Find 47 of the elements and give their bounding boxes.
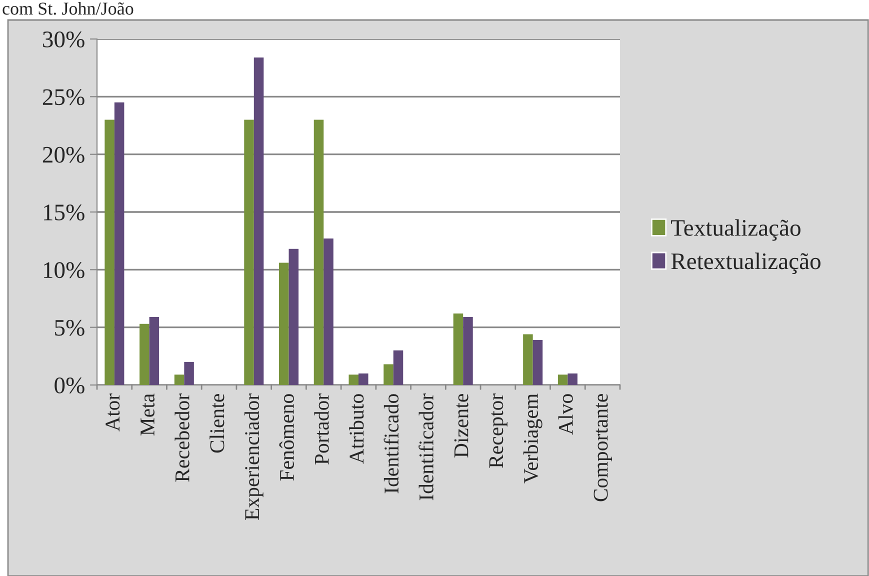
- text: com St. John/João: [2, 2, 134, 15]
- x-tick-label: Verbiagem: [523, 394, 542, 484]
- x-tick-label: Comportante: [594, 394, 612, 502]
- x-tick-label: Portador: [314, 394, 329, 464]
- bar: [358, 373, 368, 385]
- bar: [348, 374, 358, 385]
- x-tick-label: Identificado: [384, 394, 399, 494]
- bar: [558, 374, 568, 385]
- y-tick-label: 20%: [42, 146, 84, 163]
- x-tick-label: Atributo: [349, 394, 364, 464]
- x-tick-label: Alvo: [558, 394, 573, 435]
- bar: [393, 350, 404, 385]
- x-tick-label: Cliente: [210, 394, 224, 453]
- bar: [244, 120, 254, 385]
- bar: [324, 238, 334, 385]
- bar: [384, 364, 394, 385]
- bar: [184, 362, 194, 385]
- bar: [279, 262, 289, 385]
- bar: [532, 340, 543, 385]
- bar: [453, 313, 464, 385]
- bar: [288, 248, 299, 385]
- bar: [254, 57, 264, 385]
- y-tick-label: 10%: [44, 262, 84, 278]
- bar: [523, 334, 533, 385]
- bar: [114, 102, 124, 385]
- x-tick-label: Recebedor: [174, 394, 190, 482]
- legend-label: Retextualização: [671, 252, 820, 274]
- bar: [314, 120, 324, 385]
- bar: [174, 374, 184, 385]
- y-tick-label: 25%: [42, 89, 84, 106]
- x-tick-label: Fenômeno: [279, 394, 294, 481]
- bar: [463, 316, 473, 385]
- y-tick-label: 5%: [55, 320, 84, 336]
- x-tick-label: Ator: [106, 394, 120, 432]
- x-tick-label: Receptor: [489, 394, 508, 468]
- y-tick-label: 15%: [44, 204, 84, 220]
- y-tick-label: 30%: [43, 31, 84, 48]
- x-tick-label: Dizente: [454, 394, 468, 458]
- bar: [149, 316, 160, 385]
- bar: [104, 120, 114, 385]
- x-tick-label: Identificador: [418, 394, 434, 500]
- y-tick-label: 0%: [54, 377, 84, 394]
- bar: [568, 373, 578, 385]
- x-tick-label: Experienciador: [244, 394, 264, 520]
- legend-label: Textualização: [671, 219, 800, 241]
- bar: [140, 324, 150, 385]
- x-tick-label: Meta: [140, 394, 155, 436]
